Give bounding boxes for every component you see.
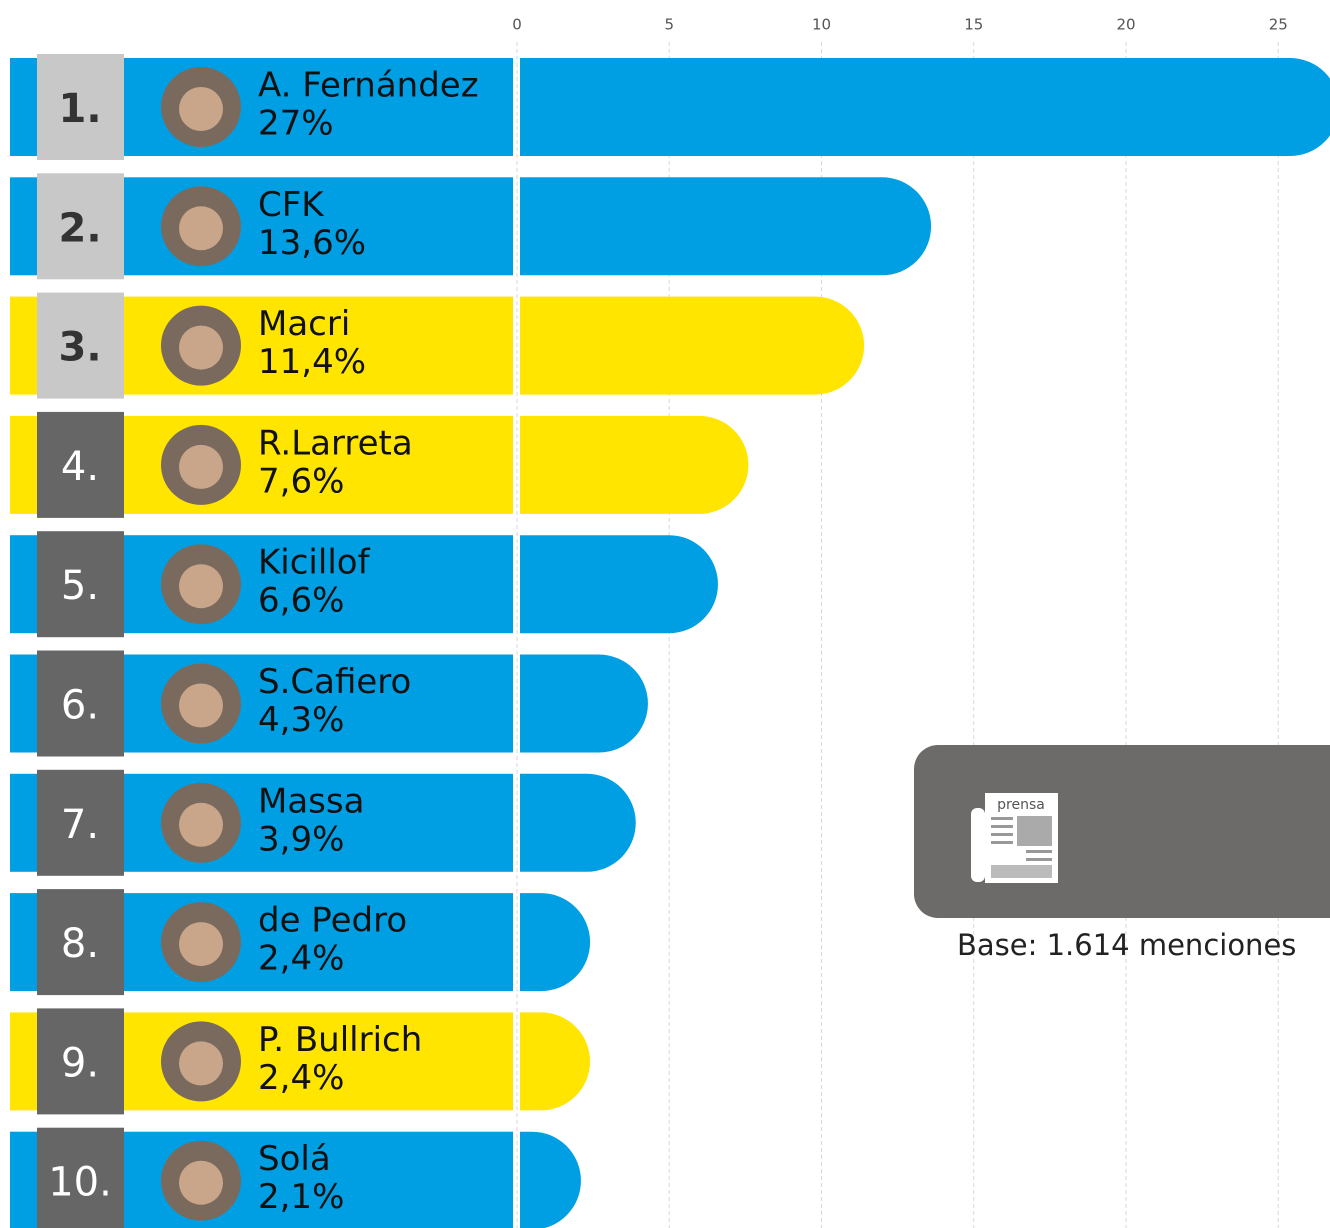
rank-box xyxy=(37,411,124,518)
name-label: S.Cafiero xyxy=(258,662,411,702)
rank-box xyxy=(37,650,124,757)
value-label: 2,4% xyxy=(258,1058,344,1098)
rank-label: 4. xyxy=(61,444,99,490)
name-label: CFK xyxy=(258,185,325,225)
icon-line xyxy=(991,841,1013,844)
x-tick-label: 5 xyxy=(664,16,674,34)
value-label: 11,4% xyxy=(258,342,366,382)
rank-box xyxy=(37,173,124,280)
icon-line xyxy=(1026,850,1052,853)
rank-box xyxy=(37,531,124,638)
avatar-face xyxy=(179,564,223,609)
name-label: Kicillof xyxy=(258,543,371,583)
avatar-face xyxy=(179,444,223,489)
rank-label: 8. xyxy=(61,921,99,967)
rank-box xyxy=(37,769,124,876)
rank-label: 2. xyxy=(58,205,101,251)
bar xyxy=(520,58,1330,156)
avatar-face xyxy=(179,922,223,967)
bar xyxy=(520,1012,591,1111)
name-label: Macri xyxy=(258,304,350,344)
x-tick-label: 25 xyxy=(1269,16,1288,34)
icon-line xyxy=(991,833,1013,836)
name-label: P. Bullrich xyxy=(258,1020,422,1060)
bar xyxy=(520,296,865,395)
value-label: 27% xyxy=(258,104,334,144)
avatar-face xyxy=(179,802,223,847)
avatar-face xyxy=(179,87,223,131)
value-label: 2,4% xyxy=(258,939,344,979)
rank-box xyxy=(37,889,124,996)
x-tick-label: 15 xyxy=(964,16,983,34)
annotation: Base: 1.614 menciones xyxy=(957,928,1296,962)
rank-box xyxy=(37,1008,124,1115)
rank-label: 3. xyxy=(58,325,101,371)
rank-box xyxy=(37,54,124,160)
name-label: Solá xyxy=(258,1139,331,1179)
avatar-face xyxy=(179,1041,223,1086)
x-tick-label: 0 xyxy=(512,16,522,34)
value-label: 13,6% xyxy=(258,223,366,263)
rank-label: 5. xyxy=(61,563,99,609)
name-label: A. Fernández xyxy=(258,66,479,106)
source-box: prensa xyxy=(914,745,1330,918)
avatar-face xyxy=(179,206,223,251)
icon-photo xyxy=(991,865,1052,878)
name-label: R.Larreta xyxy=(258,423,413,463)
value-label: 6,6% xyxy=(258,581,344,621)
rank-label: 6. xyxy=(61,683,99,729)
icon-label: prensa xyxy=(997,797,1045,813)
rank-label: 7. xyxy=(61,802,99,848)
rank-label: 10. xyxy=(48,1160,112,1206)
avatar-face xyxy=(179,325,223,370)
rank-label: 9. xyxy=(61,1040,99,1086)
name-label: de Pedro xyxy=(258,901,407,941)
x-tick-label: 20 xyxy=(1116,16,1135,34)
rank-box xyxy=(37,292,124,399)
value-label: 3,9% xyxy=(258,819,344,859)
avatar-face xyxy=(179,1160,223,1205)
grid: 0 5 10 15 20 25 xyxy=(512,16,1288,1228)
icon-photo xyxy=(1017,816,1052,846)
value-label: 2,1% xyxy=(258,1177,344,1217)
bar xyxy=(520,654,648,753)
x-tick-label: 10 xyxy=(812,16,831,34)
bar xyxy=(520,177,932,276)
avatar-face xyxy=(179,683,223,728)
icon-line xyxy=(1026,858,1052,861)
icon-line xyxy=(991,825,1013,828)
bar xyxy=(520,535,718,634)
bar xyxy=(520,773,636,872)
icon-line xyxy=(991,817,1013,820)
bar xyxy=(520,1131,581,1228)
value-label: 7,6% xyxy=(258,461,344,501)
value-label: 4,3% xyxy=(258,700,344,740)
name-label: Massa xyxy=(258,781,364,821)
bar xyxy=(520,893,591,992)
rank-box xyxy=(37,1127,124,1228)
rank-label: 1. xyxy=(58,86,101,132)
bar xyxy=(520,415,749,514)
icon-page-back xyxy=(971,808,985,882)
